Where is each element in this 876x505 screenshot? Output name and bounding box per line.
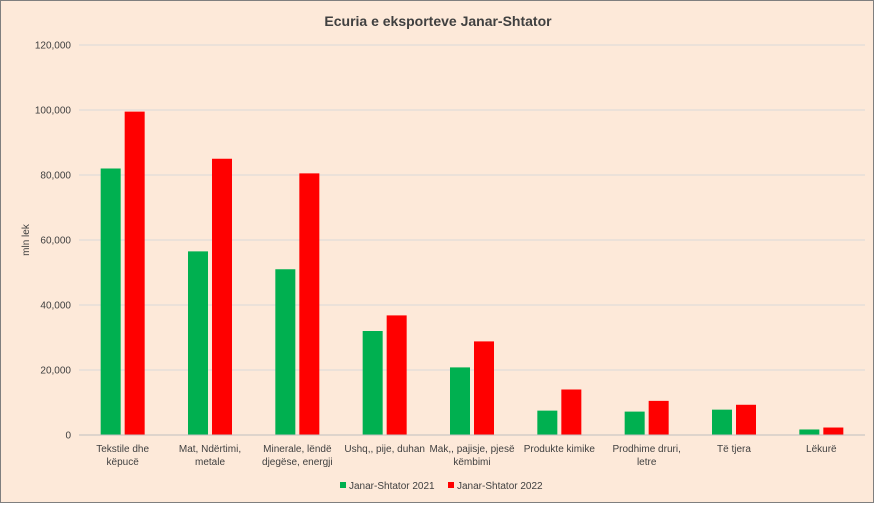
gridlines bbox=[79, 44, 865, 371]
y-axis-ticks: 0 20,000 40,000 60,000 80,000 100,000 120,000 bbox=[35, 41, 72, 442]
chart-title: Ecuria e eksporteve Janar-Shtator bbox=[324, 13, 552, 29]
bar-2022 bbox=[386, 315, 407, 435]
bar-2021 bbox=[275, 269, 296, 435]
bar-2022 bbox=[561, 389, 582, 435]
bar-2022 bbox=[736, 404, 756, 435]
x-category-label: Tekstile dhe këpucë bbox=[96, 444, 149, 468]
bar-2022 bbox=[124, 111, 145, 435]
x-axis-labels: Tekstile dhe këpucë Mat, Ndërtimi, metale Mi… bbox=[96, 444, 837, 468]
y-tick-label: 40,000 bbox=[40, 301, 71, 312]
legend-label: Janar-Shtator 2021 bbox=[349, 481, 435, 492]
bars bbox=[100, 111, 844, 435]
y-tick-label: 20,000 bbox=[40, 366, 71, 377]
legend-label: Janar-Shtator 2022 bbox=[457, 481, 543, 492]
y-tick-label: 80,000 bbox=[40, 171, 71, 182]
y-tick-label: 0 bbox=[65, 431, 71, 442]
bar-2021 bbox=[799, 429, 820, 435]
legend: Janar-Shtator 2021 Janar-Shtator 2022 bbox=[340, 481, 543, 492]
bar-2021 bbox=[537, 410, 558, 435]
bar-2022 bbox=[648, 400, 669, 435]
bar-2021 bbox=[362, 331, 383, 435]
y-tick-label: 120,000 bbox=[35, 41, 72, 52]
x-category-label: Ushq,, pije, duhan bbox=[344, 444, 425, 455]
bar-2021 bbox=[450, 367, 470, 435]
y-axis-title: mln lek bbox=[21, 223, 32, 256]
x-category-label: Lëkurë bbox=[806, 444, 837, 455]
x-category-label: Prodhime druri, letre bbox=[612, 444, 680, 468]
bar-2021 bbox=[100, 168, 121, 435]
bar-2022 bbox=[212, 158, 232, 435]
x-category-label: Mat, Ndërtimi, metale bbox=[179, 444, 241, 468]
x-category-label: Mak,, pajisje, pjesë këmbimi bbox=[429, 444, 514, 468]
bar-2021 bbox=[712, 409, 732, 435]
legend-swatch bbox=[340, 482, 346, 488]
bar-2022 bbox=[299, 173, 320, 435]
bar-2022 bbox=[474, 341, 494, 435]
bar-2022 bbox=[823, 427, 844, 435]
x-category-label: Minerale, lëndë djegëse, energji bbox=[262, 444, 333, 468]
bar-2021 bbox=[624, 411, 645, 435]
legend-swatch bbox=[448, 482, 454, 488]
y-tick-label: 100,000 bbox=[35, 106, 72, 117]
bar-2021 bbox=[188, 251, 208, 435]
x-category-label: Produkte kimike bbox=[524, 444, 596, 455]
x-category-label: Të tjera bbox=[717, 444, 751, 455]
y-tick-label: 60,000 bbox=[40, 236, 71, 247]
